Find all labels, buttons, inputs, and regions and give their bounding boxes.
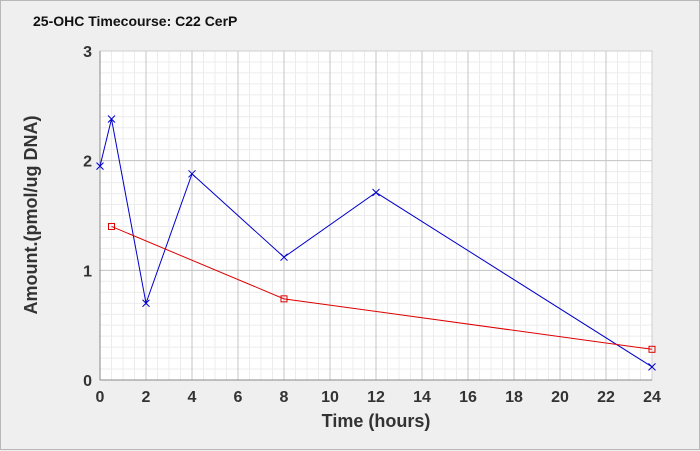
data-point [648, 345, 656, 353]
x-axis-label: Time (hours) [322, 411, 431, 431]
data-point [188, 169, 196, 178]
x-tick-label: 10 [321, 389, 339, 406]
series-line [111, 226, 653, 350]
chart-title: 25-OHC Timecourse: C22 CerP [33, 13, 237, 29]
x-tick-label: 12 [367, 389, 385, 406]
y-axis-label: Amount.(pmol/ug DNA) [21, 116, 41, 315]
x-tick-label: 20 [551, 389, 569, 406]
data-point [372, 188, 380, 197]
data-point [280, 295, 288, 303]
data-point [107, 115, 116, 123]
data-point [142, 299, 150, 308]
y-tick-label: 2 [83, 154, 92, 171]
x-tick-label: 16 [459, 389, 477, 406]
series-1 [96, 115, 656, 371]
x-tick-label: 2 [142, 389, 151, 406]
x-tick-label: 6 [234, 389, 243, 406]
x-tick-label: 18 [505, 389, 523, 406]
data-point [280, 253, 288, 262]
y-tick-labels: 0 1 2 3 [83, 44, 92, 390]
y-tick-label: 1 [83, 263, 92, 280]
y-tick-label: 3 [83, 44, 92, 61]
series-layer [96, 115, 656, 371]
x-tick-label: 0 [96, 389, 105, 406]
y-tick-label: 0 [83, 373, 92, 390]
x-tick-label: 24 [643, 389, 661, 406]
data-point [648, 362, 656, 371]
x-tick-label: 4 [188, 389, 197, 406]
x-tick-label: 8 [280, 389, 289, 406]
x-tick-label: 22 [597, 389, 615, 406]
data-point [96, 162, 104, 171]
x-tick-label: 14 [413, 389, 431, 406]
data-point [108, 222, 115, 230]
x-tick-labels: 0 2 4 6 8 10 12 14 16 18 20 22 24 [96, 389, 661, 406]
series-2 [108, 222, 656, 353]
